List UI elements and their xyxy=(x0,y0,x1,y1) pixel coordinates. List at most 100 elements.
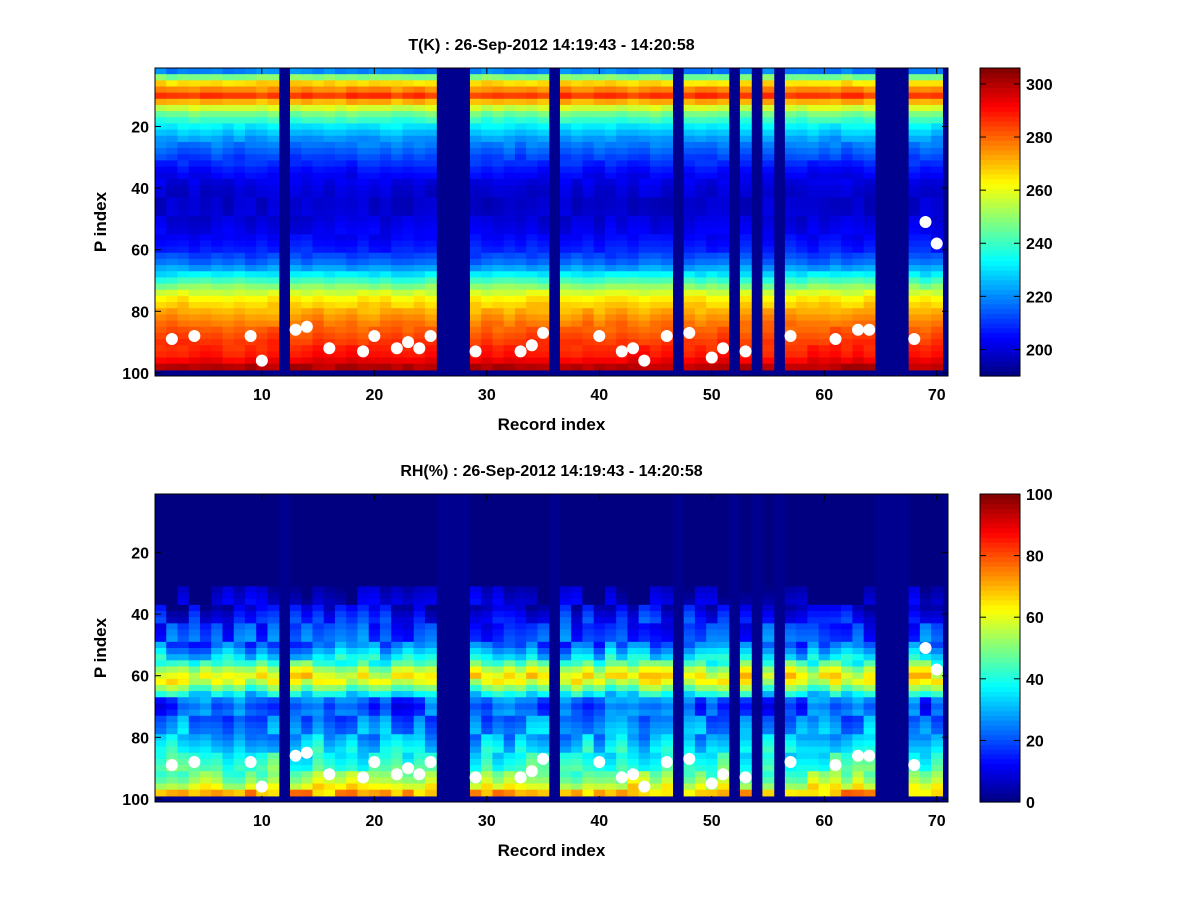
heatmap-cell xyxy=(413,80,426,88)
heatmap-cell xyxy=(368,586,381,594)
heatmap-cell xyxy=(199,555,212,563)
heatmap-cell xyxy=(312,604,325,612)
heatmap-cell xyxy=(818,104,831,112)
heatmap-cell xyxy=(413,92,426,100)
heatmap-cell xyxy=(211,111,224,118)
heatmap-cell xyxy=(616,141,629,149)
heatmap-cell xyxy=(199,728,212,735)
heatmap-cell xyxy=(346,672,359,680)
y-tick-label: 100 xyxy=(122,366,149,383)
heatmap-cell xyxy=(402,506,415,514)
heatmap-cell xyxy=(537,561,550,569)
heatmap-cell xyxy=(649,215,662,223)
heatmap-cell xyxy=(301,734,314,741)
heatmap-cell xyxy=(526,500,539,507)
heatmap-column xyxy=(267,68,280,371)
heatmap-cell xyxy=(661,357,674,365)
heatmap-cell xyxy=(863,104,876,112)
heatmap-cell xyxy=(199,777,212,785)
heatmap-cell xyxy=(199,295,212,303)
heatmap-cell xyxy=(604,500,617,507)
heatmap-cell xyxy=(694,345,707,352)
heatmap-cell xyxy=(627,289,640,297)
heatmap-cell xyxy=(908,166,921,174)
heatmap-cell xyxy=(526,604,539,612)
heatmap-cell xyxy=(188,598,201,606)
heatmap-cell xyxy=(784,258,797,266)
heatmap-cell xyxy=(424,598,437,606)
colorbar-step xyxy=(980,351,1020,358)
heatmap-column xyxy=(481,68,494,371)
colorbar-tick-label: 260 xyxy=(1026,183,1053,200)
heatmap-cell xyxy=(346,771,359,778)
heatmap-cell xyxy=(402,80,415,88)
heatmap-cell xyxy=(604,228,617,235)
heatmap-cell xyxy=(492,506,505,514)
heatmap-cell xyxy=(481,295,494,303)
x-tick-label: 40 xyxy=(590,387,608,404)
heatmap-cell xyxy=(334,332,347,340)
heatmap-cell xyxy=(289,222,302,229)
heatmap-cell xyxy=(559,74,572,81)
heatmap-cell xyxy=(537,506,550,514)
heatmap-cell xyxy=(301,537,314,544)
heatmap-cell xyxy=(526,580,539,587)
heatmap-cell xyxy=(919,209,932,217)
heatmap-cell xyxy=(256,728,269,735)
heatmap-cell xyxy=(155,697,167,705)
heatmap-cell xyxy=(469,339,482,346)
heatmap-cell xyxy=(424,518,437,526)
heatmap-cell xyxy=(323,654,336,661)
heatmap-cell xyxy=(267,783,280,791)
heatmap-cell xyxy=(638,518,651,526)
heatmap-cell xyxy=(155,68,167,75)
heatmap-cell xyxy=(267,86,280,94)
heatmap-cell xyxy=(334,154,347,161)
heatmap-cell xyxy=(244,246,257,254)
heatmap-cell xyxy=(267,648,280,655)
heatmap-cell xyxy=(267,135,280,143)
heatmap-cell xyxy=(424,512,437,520)
heatmap-cell xyxy=(233,537,246,544)
heatmap-cell xyxy=(346,252,359,260)
heatmap-cell xyxy=(323,357,336,365)
heatmap-cell xyxy=(346,271,359,279)
heatmap-cell xyxy=(852,98,865,106)
heatmap-cell xyxy=(199,709,212,717)
heatmap-cell xyxy=(492,265,505,272)
heatmap-cell xyxy=(177,777,190,785)
heatmap-cell xyxy=(301,598,314,606)
heatmap-cell xyxy=(537,740,550,748)
heatmap-cell xyxy=(514,68,527,75)
heatmap-cell xyxy=(155,574,167,581)
heatmap-cell xyxy=(852,234,865,242)
heatmap-cell xyxy=(391,129,404,137)
heatmap-cell xyxy=(334,500,347,507)
heatmap-cell xyxy=(188,604,201,612)
heatmap-cell xyxy=(199,678,212,686)
heatmap-cell xyxy=(638,320,651,328)
heatmap-cell xyxy=(627,302,640,309)
heatmap-cell xyxy=(638,567,651,575)
heatmap-cell xyxy=(796,258,808,266)
heatmap-cell xyxy=(222,635,235,643)
heatmap-cell xyxy=(379,666,392,674)
heatmap-cell xyxy=(199,289,212,297)
heatmap-cell xyxy=(492,715,505,723)
heatmap-cell xyxy=(233,746,246,754)
heatmap-cell xyxy=(256,252,269,260)
heatmap-cell xyxy=(604,111,617,118)
marker-dot xyxy=(739,345,752,358)
heatmap-cell xyxy=(661,363,674,371)
heatmap-cell xyxy=(402,623,415,631)
heatmap-cell xyxy=(368,117,381,125)
heatmap-cell xyxy=(537,234,550,242)
heatmap-cell xyxy=(571,265,584,272)
heatmap-cell xyxy=(784,148,797,155)
heatmap-cell xyxy=(526,598,539,606)
heatmap-cell xyxy=(267,518,280,526)
heatmap-cell xyxy=(661,320,674,328)
heatmap-cell xyxy=(796,80,808,88)
heatmap-cell xyxy=(627,197,640,205)
heatmap-cell xyxy=(919,345,932,352)
